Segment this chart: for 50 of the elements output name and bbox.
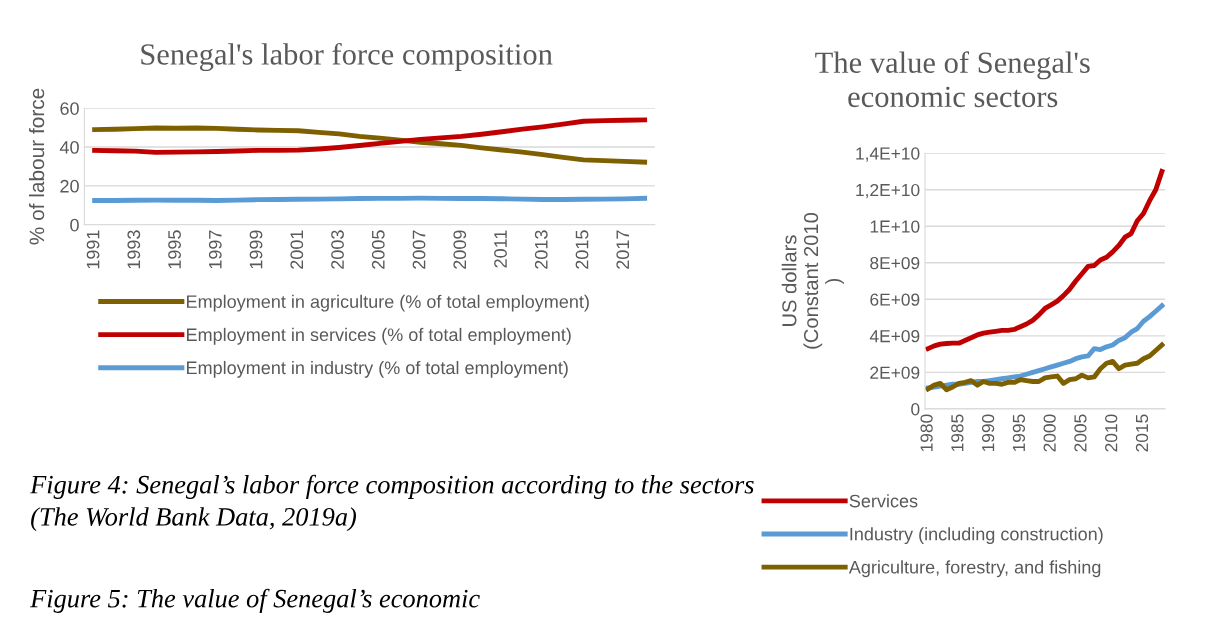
y-tick-label: 0 (70, 218, 79, 232)
line-series (925, 342, 1165, 393)
y-axis-title: % of labour force (28, 88, 45, 245)
y-axis-title: US dollars (Constant 2010 ) (781, 212, 844, 349)
legend-label: Employment in services (% of total employment) (187, 327, 571, 345)
caption: Figure 4: Senegal’s labor force composition according to the sectors (The World Bank Data, 2019a) (30, 474, 754, 532)
x-tick-label: 2015 (1135, 414, 1149, 452)
line-series (92, 125, 648, 165)
x-tick-label: 2003 (331, 230, 344, 269)
legend-label: Employment in industry (% of total employment) (187, 360, 568, 378)
x-tick-label: 2001 (290, 230, 304, 269)
caption: Figure 5: The value of Senegal’s economic (30, 588, 480, 613)
x-tick-label: 1997 (208, 230, 222, 269)
x-tick-label: 1993 (127, 230, 141, 269)
x-tick-label: 1995 (168, 230, 181, 269)
x-tick-label: 2000 (1043, 414, 1056, 452)
x-tick-label: 2017 (616, 230, 630, 269)
legend-label: Employment in agriculture (% of total employment) (187, 294, 589, 312)
y-tick-label: 40 (59, 141, 79, 154)
y-tick-label: 4E+09 (869, 330, 920, 343)
chart-title: The value of Senegal's economic sectors (815, 51, 1090, 108)
y-tick-label: 1,4E+10 (856, 147, 920, 162)
legend-label: Agriculture, forestry, and fishing (848, 560, 1101, 578)
x-tick-label: 1985 (951, 414, 964, 452)
x-tick-label: 2010 (1105, 414, 1118, 452)
x-tick-label: 1991 (86, 230, 100, 269)
y-tick-label: 1,2E+10 (856, 183, 920, 199)
x-tick-label: 2005 (371, 230, 385, 269)
y-tick-label: 8E+09 (870, 256, 920, 270)
y-tick-label: 20 (60, 179, 79, 193)
x-tick-label: 1980 (920, 414, 933, 452)
x-tick-label: 2011 (494, 230, 507, 268)
x-tick-label: 2013 (534, 230, 548, 269)
y-tick-label: 2E+09 (870, 366, 920, 379)
legend-label: Services (849, 494, 918, 508)
y-tick-label: 0 (911, 403, 920, 416)
x-tick-label: 1999 (249, 230, 263, 269)
line-series (92, 117, 648, 155)
legend-label: Industry (including construction) (850, 527, 1103, 545)
x-tick-label: 2007 (412, 230, 426, 269)
chart-title: Senegal's labor force composition (141, 42, 553, 72)
line-series (925, 169, 1165, 352)
x-tick-label: 2009 (453, 230, 467, 269)
y-tick-label: 60 (60, 102, 79, 115)
y-tick-label: 1E+10 (870, 220, 920, 233)
x-tick-label: 2015 (575, 230, 589, 269)
x-tick-label: 1995 (1012, 414, 1026, 452)
x-tick-label: 1990 (981, 414, 995, 452)
y-tick-label: 6E+09 (870, 293, 920, 306)
x-tick-label: 2005 (1074, 414, 1087, 452)
